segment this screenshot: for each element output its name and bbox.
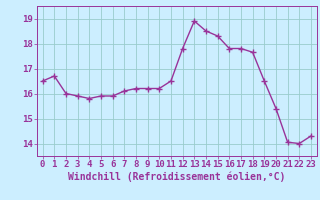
X-axis label: Windchill (Refroidissement éolien,°C): Windchill (Refroidissement éolien,°C) (68, 172, 285, 182)
